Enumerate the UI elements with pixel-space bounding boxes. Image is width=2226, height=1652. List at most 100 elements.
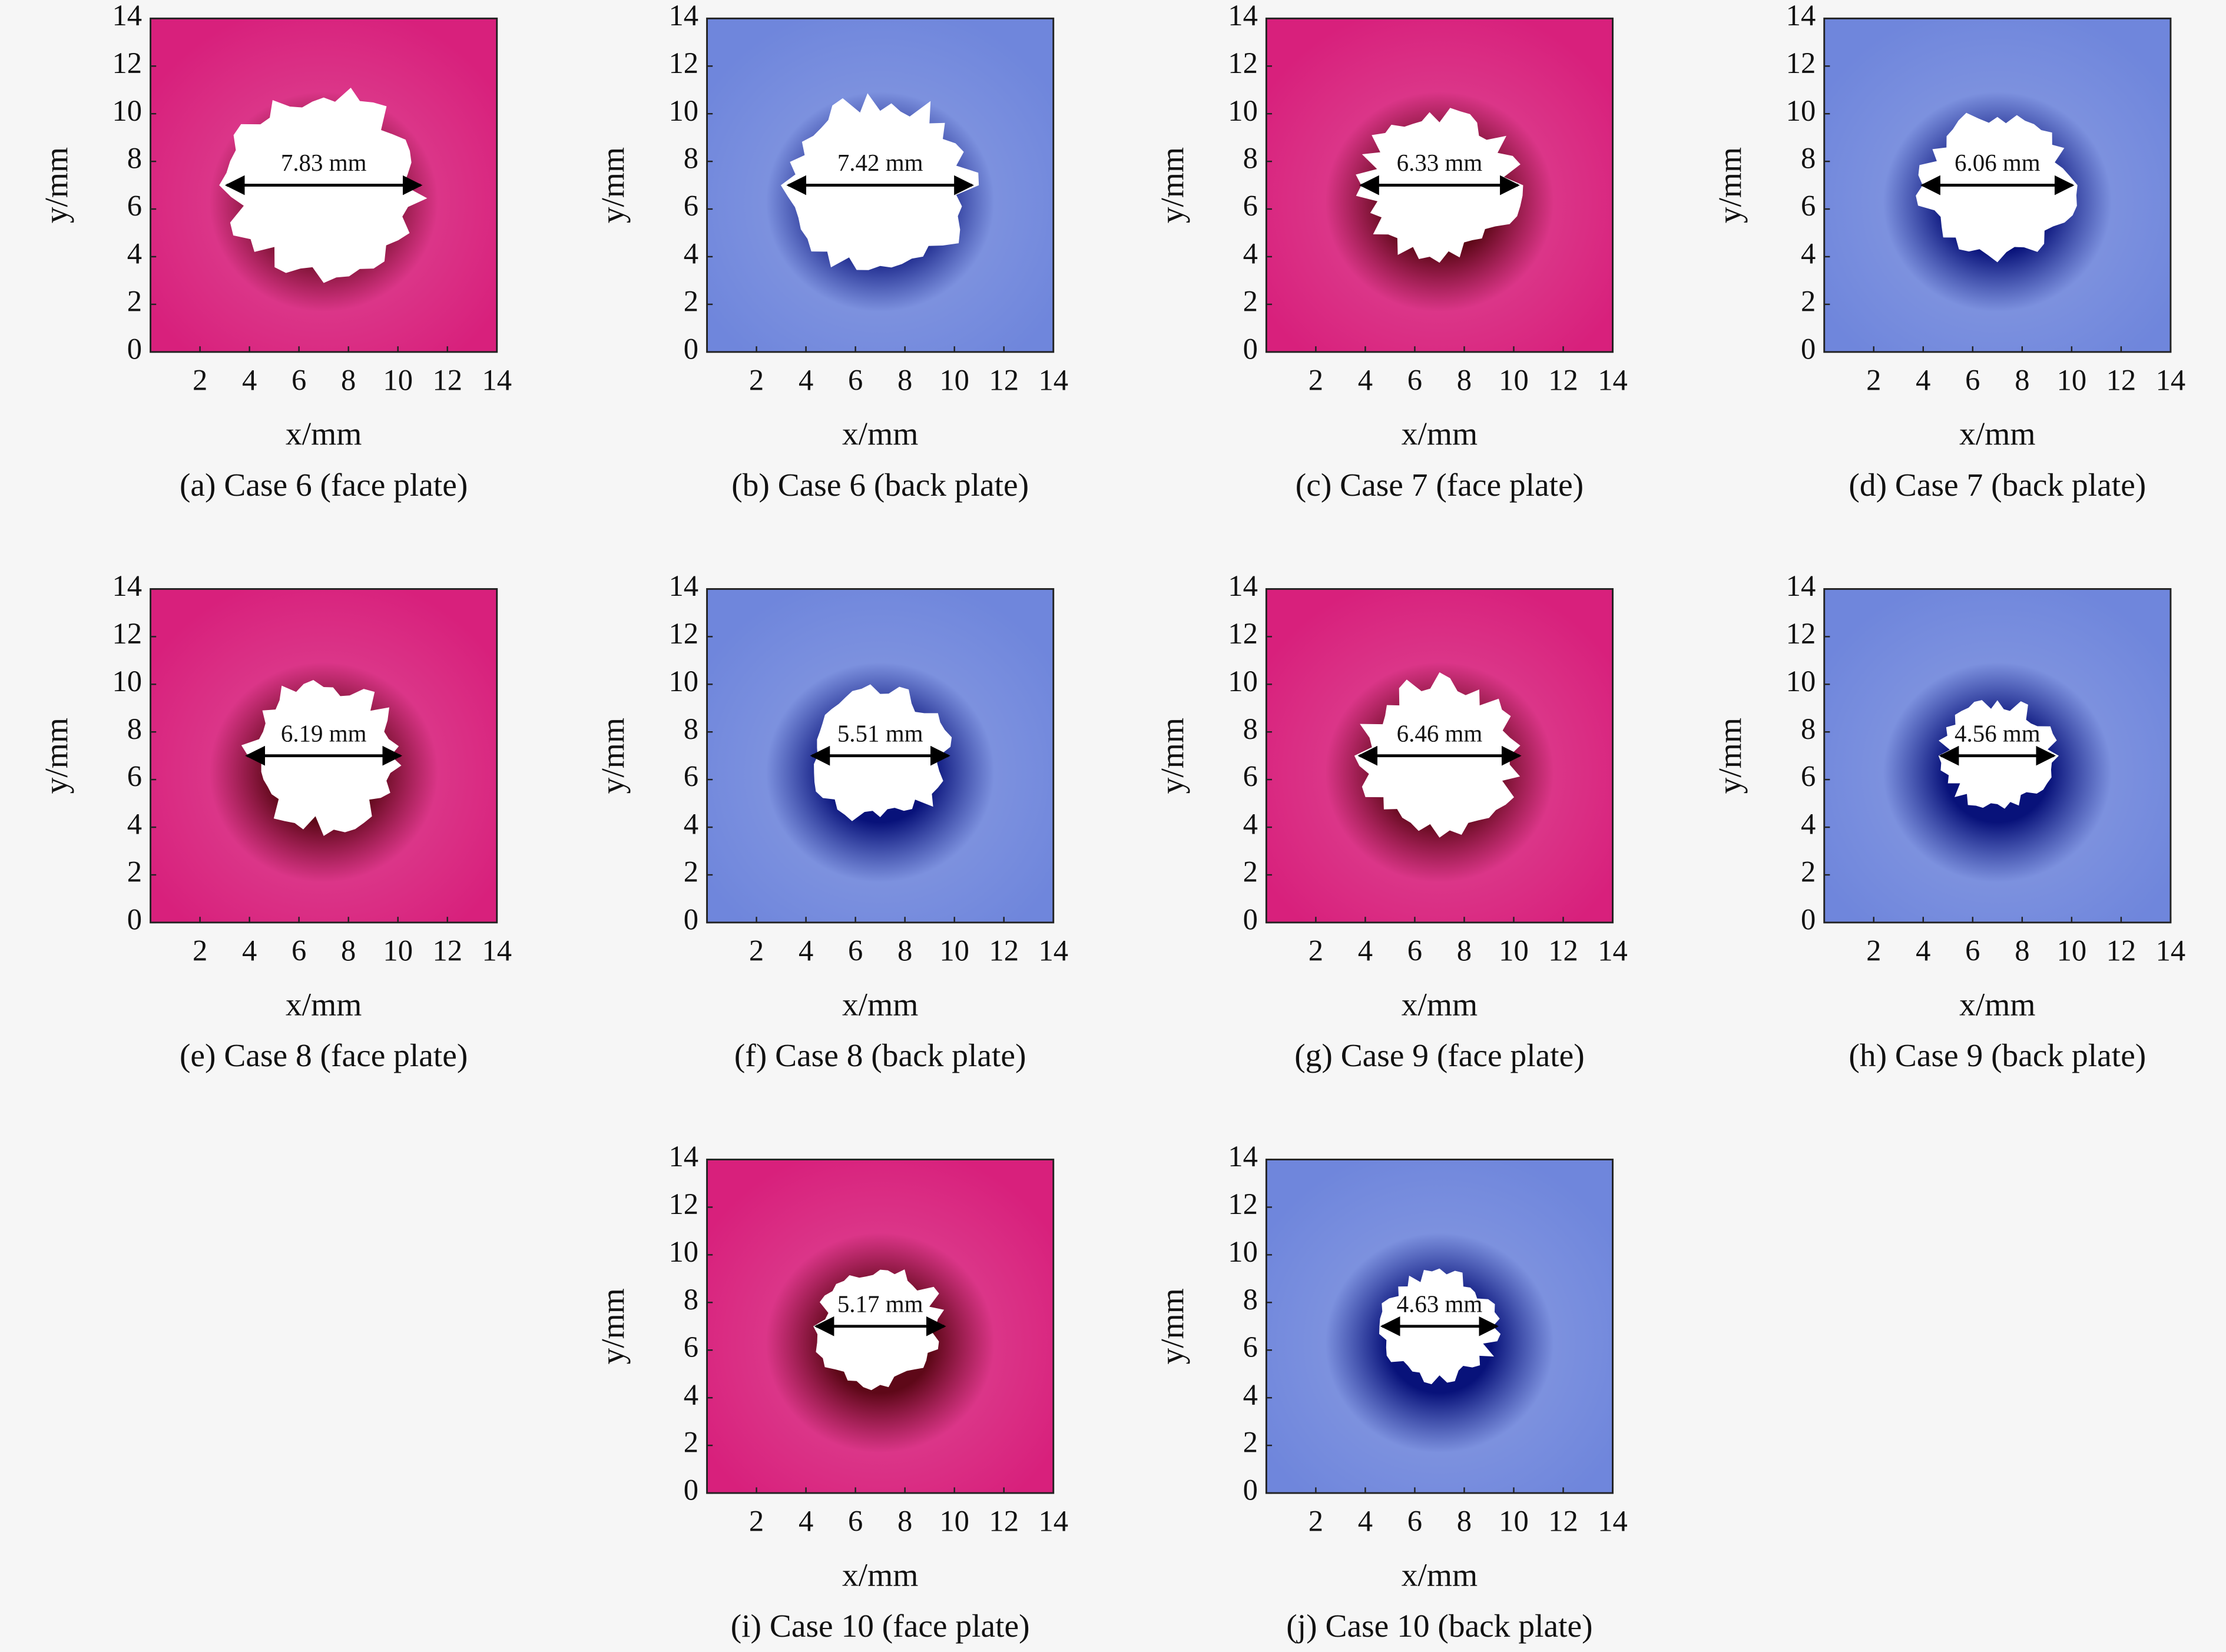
- x-tick-label: 2: [193, 934, 207, 967]
- x-tick-label: 2: [1309, 934, 1323, 967]
- x-axis-label: x/mm: [1402, 1557, 1478, 1593]
- panel: 2 4 6 8 10 12 14 0 2 4 6 8 10 12 14 x/mm y/mm (d) Case 7 …: [1712, 0, 2185, 503]
- y-axis-label: y/mm: [1712, 147, 1748, 223]
- panel: 2 4 6 8 10 12 14 0 2 4 6 8 10 12 14 x/mm y/mm (i) Case 10…: [595, 1140, 1068, 1644]
- axes-frame: [706, 17, 1055, 353]
- y-tick-label: 14: [1786, 569, 1816, 602]
- y-tick-label: 6: [1801, 190, 1816, 223]
- x-tick-label: 10: [939, 934, 969, 967]
- y-tick-label: 8: [684, 1283, 698, 1316]
- axes-frame: [706, 588, 1055, 924]
- y-tick-label: 10: [1228, 1235, 1258, 1268]
- y-tick-label: 2: [1801, 855, 1816, 888]
- x-tick-label: 8: [1457, 363, 1472, 396]
- x-tick-label: 4: [1358, 363, 1373, 396]
- x-tick-label: 14: [2156, 363, 2186, 396]
- x-tick-label: 6: [1965, 934, 1980, 967]
- x-tick-label: 6: [1965, 363, 1980, 396]
- y-tick-label: 4: [1243, 808, 1258, 841]
- y-axis-label: y/mm: [1712, 718, 1748, 794]
- y-tick-label: 0: [684, 903, 698, 936]
- x-axis-label: x/mm: [842, 986, 918, 1022]
- y-axis-label: y/mm: [1154, 1288, 1190, 1364]
- y-tick-label: 2: [684, 855, 698, 888]
- y-tick-label: 14: [1786, 0, 1816, 32]
- x-tick-label: 2: [1309, 1505, 1323, 1538]
- y-tick-label: 4: [684, 237, 698, 270]
- x-tick-label: 10: [2057, 934, 2087, 967]
- axes-frame: [1265, 1159, 1614, 1494]
- x-axis-label: x/mm: [1402, 416, 1478, 452]
- y-tick-label: 10: [1786, 94, 1816, 127]
- y-tick-label: 12: [1228, 617, 1258, 650]
- panel: 2 4 6 8 10 12 14 0 2 4 6 8 10 12 14 x/mm y/mm (e) Case 8 …: [38, 569, 512, 1073]
- y-tick-label: 6: [1243, 1331, 1258, 1364]
- y-tick-label: 14: [668, 0, 698, 32]
- y-tick-label: 10: [668, 1235, 698, 1268]
- y-tick-label: 2: [684, 285, 698, 318]
- x-axis-label: x/mm: [1959, 416, 2035, 452]
- y-axis-label: y/mm: [1154, 718, 1190, 794]
- x-tick-label: 6: [848, 1505, 863, 1538]
- caption: (i) Case 10 (face plate): [731, 1608, 1030, 1644]
- y-tick-label: 12: [112, 47, 143, 79]
- x-tick-label: 12: [989, 934, 1019, 967]
- caption: (b) Case 6 (back plate): [731, 467, 1029, 503]
- x-tick-label: 2: [749, 1505, 764, 1538]
- x-tick-label: 4: [242, 363, 257, 396]
- caption: (e) Case 8 (face plate): [180, 1037, 468, 1073]
- y-tick-label: 10: [668, 665, 698, 698]
- y-tick-label: 0: [1243, 332, 1258, 365]
- y-tick-label: 12: [668, 1187, 698, 1220]
- y-tick-label: 2: [1801, 285, 1816, 318]
- x-tick-label: 10: [1499, 363, 1529, 396]
- panel: 2 4 6 8 10 12 14 0 2 4 6 8 10 12 14 x/mm y/mm (h) Case 9 …: [1712, 569, 2185, 1073]
- y-tick-label: 10: [1228, 665, 1258, 698]
- x-tick-label: 12: [1548, 363, 1578, 396]
- y-tick-label: 4: [127, 808, 142, 841]
- x-tick-label: 12: [1548, 934, 1578, 967]
- y-tick-label: 6: [127, 760, 142, 793]
- diameter-label: 5.17 mm: [837, 1290, 923, 1317]
- x-tick-label: 12: [432, 363, 462, 396]
- diameter-label: 6.06 mm: [1955, 149, 2040, 176]
- x-tick-label: 8: [897, 363, 912, 396]
- caption: (a) Case 6 (face plate): [180, 467, 468, 503]
- diameter-label: 7.42 mm: [837, 149, 923, 176]
- x-tick-label: 6: [292, 934, 306, 967]
- y-tick-label: 14: [112, 569, 143, 602]
- y-axis-label: y/mm: [595, 147, 631, 223]
- caption: (j) Case 10 (back plate): [1286, 1608, 1592, 1644]
- x-tick-label: 8: [341, 934, 356, 967]
- caption: (d) Case 7 (back plate): [1849, 467, 2146, 503]
- y-tick-label: 4: [684, 808, 698, 841]
- y-tick-label: 6: [684, 760, 698, 793]
- x-tick-label: 14: [1598, 934, 1628, 967]
- panel: 2 4 6 8 10 12 14 0 2 4 6 8 10 12 14 x/mm y/mm (c) Case 7 …: [1154, 0, 1628, 503]
- x-tick-label: 14: [1038, 363, 1068, 396]
- axes-frame: [1265, 588, 1614, 924]
- diameter-label: 6.46 mm: [1397, 719, 1483, 747]
- y-tick-label: 2: [127, 855, 142, 888]
- x-tick-label: 6: [1407, 363, 1422, 396]
- y-tick-label: 0: [1801, 332, 1816, 365]
- x-axis-label: x/mm: [1402, 986, 1478, 1022]
- y-tick-label: 12: [668, 47, 698, 79]
- y-tick-label: 12: [1228, 1187, 1258, 1220]
- y-tick-label: 14: [1228, 0, 1258, 32]
- x-tick-label: 12: [2106, 363, 2136, 396]
- x-tick-label: 2: [749, 934, 764, 967]
- y-tick-label: 4: [127, 237, 142, 270]
- caption: (c) Case 7 (face plate): [1296, 467, 1584, 503]
- x-tick-label: 4: [1916, 934, 1930, 967]
- y-tick-label: 12: [1786, 617, 1816, 650]
- axes-frame: [1823, 17, 2172, 353]
- x-tick-label: 8: [897, 1505, 912, 1538]
- diameter-label: 6.33 mm: [1397, 149, 1483, 176]
- plot-area: [150, 589, 497, 923]
- x-tick-label: 2: [1866, 363, 1881, 396]
- y-tick-label: 14: [668, 1140, 698, 1173]
- y-tick-label: 8: [1801, 142, 1816, 175]
- x-tick-label: 12: [989, 363, 1019, 396]
